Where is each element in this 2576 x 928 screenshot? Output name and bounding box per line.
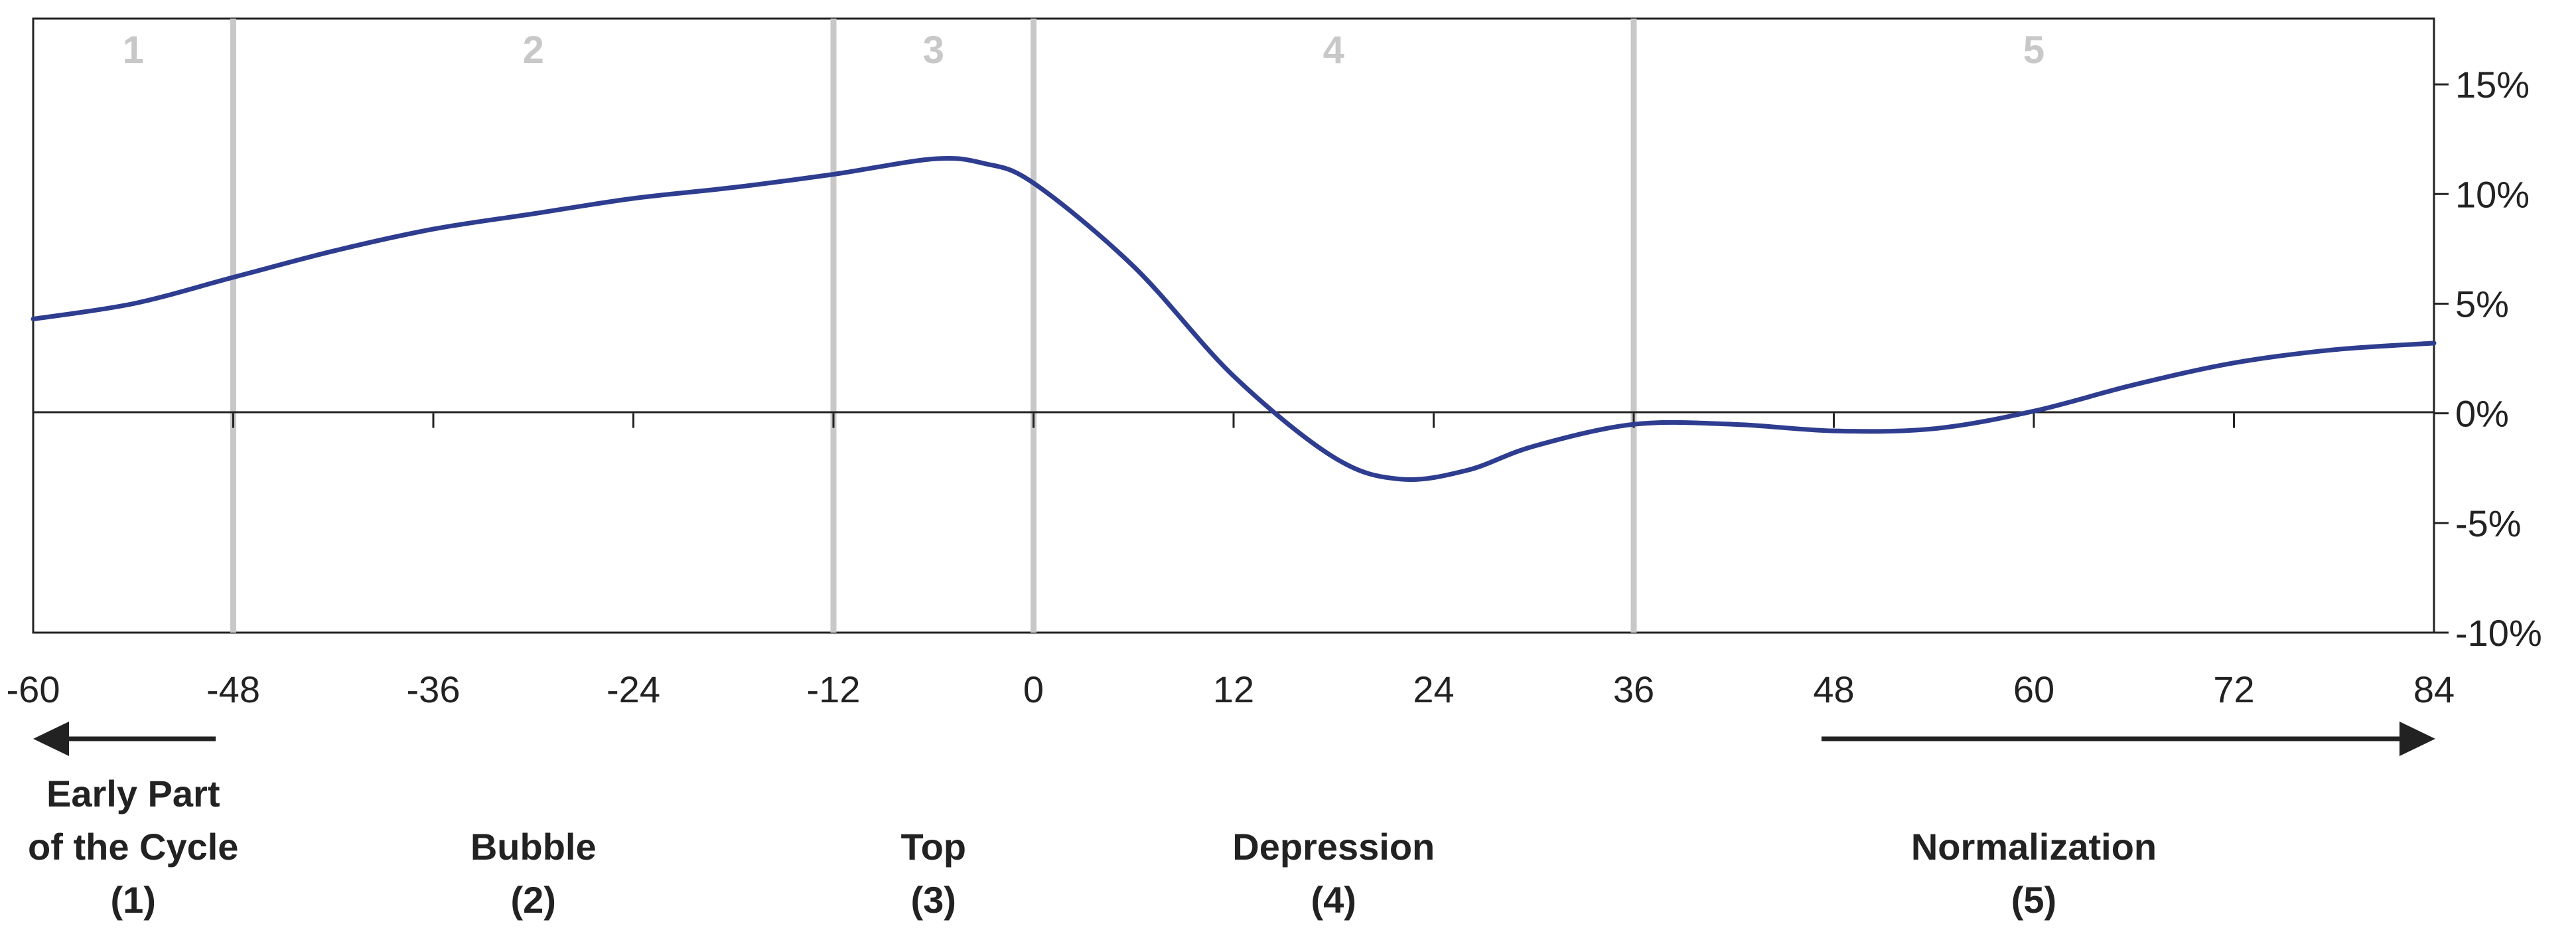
right-arrow — [1822, 722, 2435, 756]
phase-numbers: 1 2 3 4 5 — [123, 29, 2045, 72]
x-axis-ticks — [32, 413, 2435, 428]
plot-frame — [32, 17, 2435, 634]
x-tick-label: -12 — [807, 668, 861, 710]
x-tick-label: -24 — [607, 668, 660, 710]
phase-title-line: (3) — [911, 879, 956, 921]
phase-title-line: (4) — [1311, 879, 1356, 921]
x-tick-label: -48 — [206, 668, 260, 710]
phase-dividers — [230, 19, 1637, 633]
phase-title-line: (1) — [111, 879, 156, 921]
phase-title-line: Early Part — [46, 773, 220, 814]
phase-title-line: (5) — [2011, 879, 2056, 921]
phase-title-line: Bubble — [470, 826, 597, 868]
phase-titles: Early Part of the Cycle (1) Bubble (2) Top (3)… — [28, 773, 2157, 921]
x-tick-label: 48 — [1813, 668, 1854, 710]
x-tick-label: 72 — [2213, 668, 2254, 710]
phase-title-line: (2) — [511, 879, 556, 921]
y-tick-label: 10% — [2455, 173, 2530, 215]
phase-number: 2 — [523, 29, 544, 72]
y-tick-label: -10% — [2455, 612, 2542, 654]
y-tick-label: 15% — [2455, 64, 2530, 106]
x-axis-labels: -60 -48 -36 -24 -12 0 12 24 36 48 60 72 84 — [7, 668, 2455, 710]
y-tick-label: 0% — [2455, 393, 2509, 435]
phase-title-line: Normalization — [1911, 826, 2157, 868]
phase-number: 1 — [123, 29, 144, 72]
left-arrow — [33, 722, 216, 756]
x-tick-label: 36 — [1613, 668, 1654, 710]
phase-number: 3 — [923, 29, 944, 72]
x-tick-label: -60 — [7, 668, 60, 710]
x-tick-label: -36 — [407, 668, 461, 710]
phase-number: 4 — [1323, 29, 1344, 72]
x-tick-label: 0 — [1023, 668, 1044, 710]
x-tick-label: 60 — [2013, 668, 2054, 710]
phase-title-line: of the Cycle — [28, 826, 238, 868]
phase-title-line: Top — [901, 826, 966, 868]
y-axis-ticks — [2434, 83, 2449, 634]
phase-number: 5 — [2023, 29, 2044, 72]
y-axis-labels: 15% 10% 5% 0% -5% -10% — [2455, 64, 2542, 654]
x-tick-label: 84 — [2413, 668, 2455, 710]
x-tick-label: 12 — [1213, 668, 1254, 710]
x-tick-label: 24 — [1413, 668, 1454, 710]
y-tick-label: 5% — [2455, 283, 2509, 325]
phase-title-line: Depression — [1232, 826, 1435, 868]
series-line — [31, 155, 2437, 483]
y-tick-label: -5% — [2455, 503, 2522, 544]
